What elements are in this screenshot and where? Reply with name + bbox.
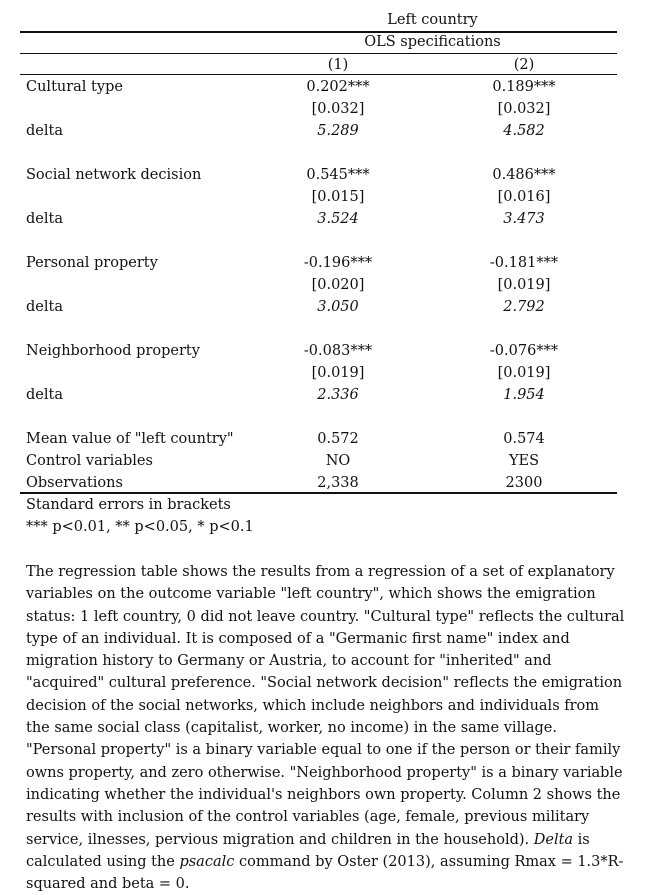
controls-value: YES (508, 453, 540, 469)
psacalc-term: psacalc (179, 853, 235, 870)
delta-value: 4.582 (503, 123, 545, 139)
delta-value: 3.050 (317, 299, 359, 315)
top-rule (20, 31, 617, 33)
column-2-header: (2) (513, 57, 535, 73)
spec-title: OLS specifications (364, 34, 501, 50)
coefficient: -0.196*** (303, 255, 373, 271)
standard-error: [0.015] (311, 189, 365, 205)
coefficient: 0.202*** (306, 79, 370, 95)
observations-value: 2,338 (317, 475, 359, 491)
delta-value: 5.289 (317, 123, 359, 139)
coefficient: -0.083*** (303, 343, 373, 359)
row-label: Social network decision (26, 167, 202, 183)
coefficient: -0.076*** (489, 343, 559, 359)
standard-error-note: Standard errors in brackets (26, 497, 231, 513)
description-paragraph: The regression table shows the results f… (26, 561, 626, 895)
standard-error: [0.019] (497, 365, 551, 381)
delta-value: 2.336 (317, 387, 359, 403)
row-label: Mean value of "left country" (26, 431, 234, 447)
description-text: The regression table shows the results f… (26, 564, 625, 848)
coefficient: 0.545*** (306, 167, 370, 183)
delta-value: 2.792 (503, 299, 545, 315)
row-label: Control variables (26, 453, 153, 469)
row-label: Observations (26, 475, 123, 491)
dependent-variable-header: Left country (387, 12, 478, 28)
row-label: Neighborhood property (26, 343, 200, 359)
delta-term: Delta (533, 831, 574, 848)
delta-label: delta (26, 299, 63, 315)
spec-rule (20, 53, 617, 54)
standard-error: [0.032] (311, 101, 365, 117)
controls-value: NO (325, 453, 351, 469)
description-text: is calculated using the (26, 831, 590, 870)
coefficient: 0.486*** (492, 167, 556, 183)
coefficient: -0.181*** (489, 255, 559, 271)
delta-value: 3.524 (317, 211, 359, 227)
delta-label: delta (26, 211, 63, 227)
standard-error: [0.020] (311, 277, 365, 293)
delta-label: delta (26, 387, 63, 403)
mean-value: 0.574 (503, 431, 545, 447)
mean-value: 0.572 (317, 431, 359, 447)
observations-value: 2300 (505, 475, 543, 491)
row-label: Cultural type (26, 79, 123, 95)
coefficient: 0.189*** (492, 79, 556, 95)
delta-label: delta (26, 123, 63, 139)
bottom-rule (20, 492, 617, 494)
column-1-header: (1) (327, 57, 349, 73)
standard-error: [0.019] (497, 277, 551, 293)
standard-error: [0.019] (311, 365, 365, 381)
delta-value: 1.954 (503, 387, 545, 403)
standard-error: [0.032] (497, 101, 551, 117)
delta-value: 3.473 (503, 211, 545, 227)
standard-error: [0.016] (497, 189, 551, 205)
row-label: Personal property (26, 255, 158, 271)
header-rule (20, 74, 617, 75)
significance-note: *** p<0.01, ** p<0.05, * p<0.1 (26, 519, 254, 535)
